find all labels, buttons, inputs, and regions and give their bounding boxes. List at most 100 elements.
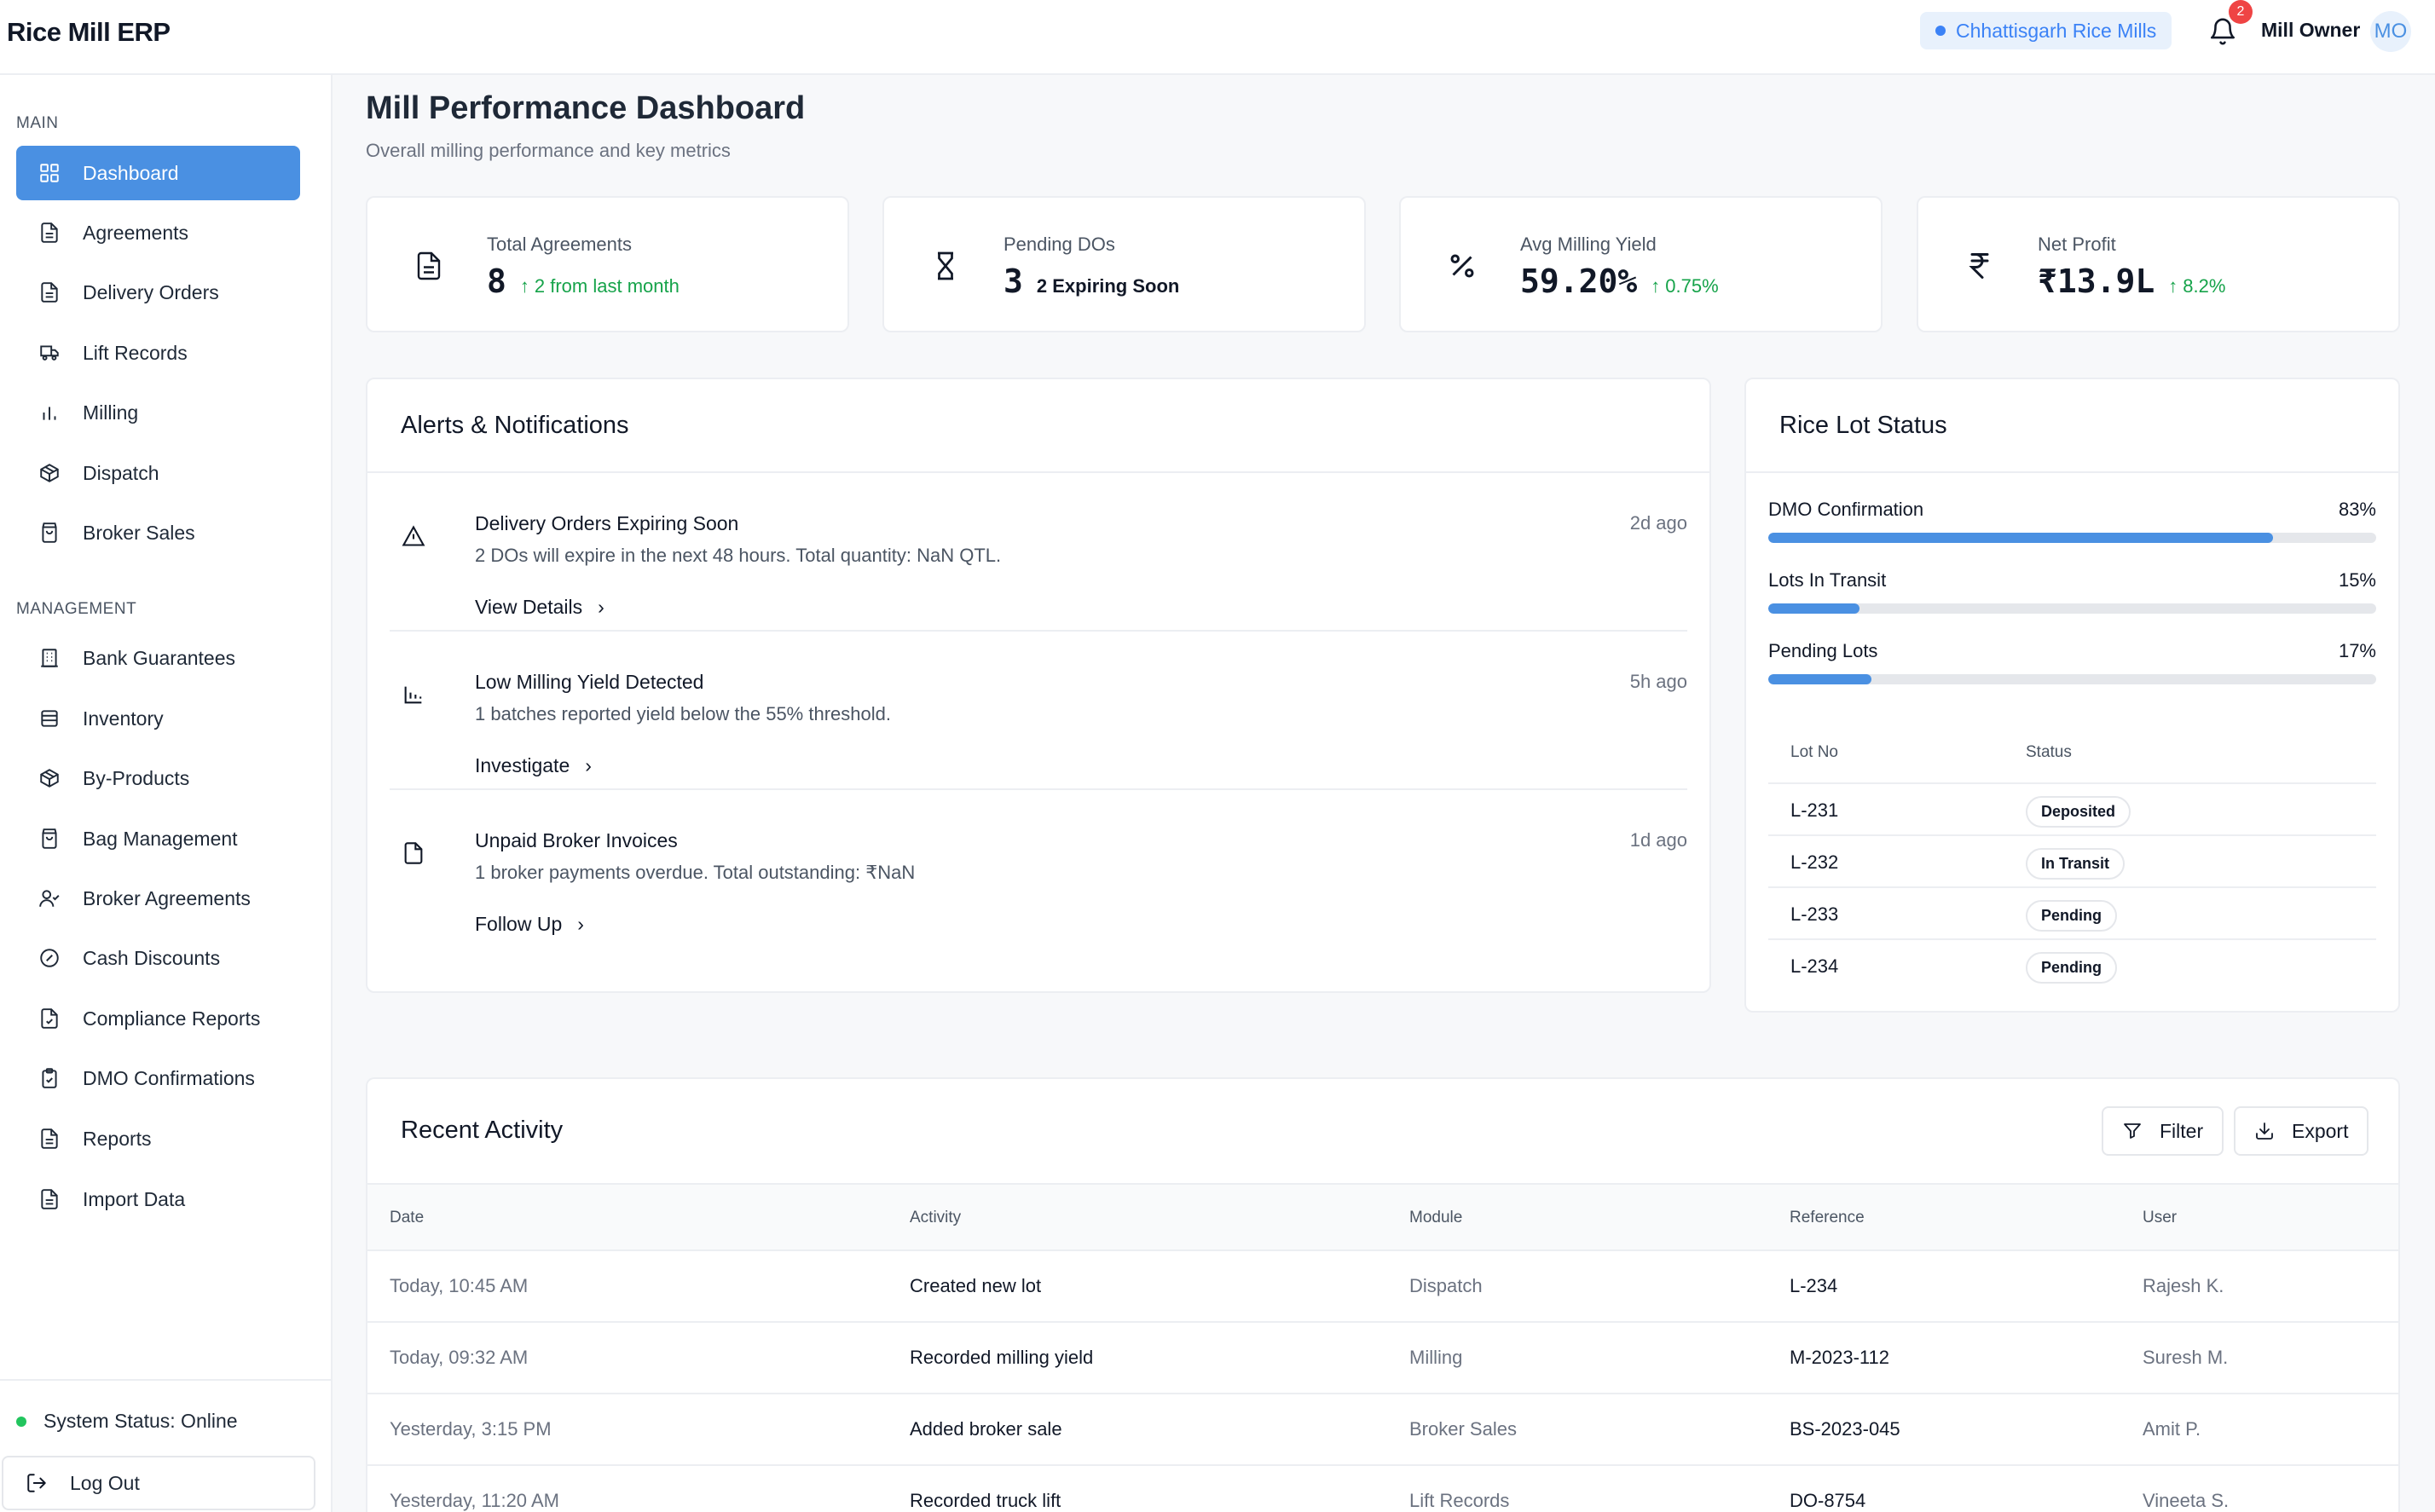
- stat-change-text: 8.2%: [2183, 275, 2226, 297]
- stat-card-total-agreements: Total Agreements 8 ↑ 2 from last month: [366, 196, 849, 332]
- download-icon: [2256, 1122, 2273, 1140]
- cell-user: Suresh M.: [2143, 1347, 2229, 1368]
- follow-up-link[interactable]: Follow Up ›: [475, 913, 584, 936]
- sidebar-item-label: Reports: [83, 1127, 152, 1150]
- activity-table-header: Date Activity Module Reference User: [367, 1183, 2398, 1251]
- column-header: User: [2143, 1209, 2178, 1226]
- mill-indicator-dot: [1935, 26, 1946, 36]
- lot-table-header: Lot No Status: [1768, 719, 2376, 784]
- sidebar-item-bank-guarantees[interactable]: Bank Guarantees: [16, 631, 300, 685]
- stat-value: 3: [1003, 263, 1023, 300]
- sidebar-item-label: Dispatch: [83, 461, 159, 484]
- sidebar-item-label: Broker Sales: [83, 521, 195, 544]
- sidebar-item-by-products[interactable]: By-Products: [16, 751, 300, 805]
- progress-percent: 83%: [2338, 499, 2376, 520]
- filter-icon: [2124, 1123, 2141, 1139]
- arrow-up-icon: ↑: [1651, 275, 1661, 297]
- mill-selector[interactable]: Chhattisgarh Rice Mills: [1920, 12, 2172, 49]
- arrow-up-icon: ↑: [519, 275, 529, 297]
- cell-activity: Created new lot: [910, 1275, 1042, 1296]
- sidebar-item-compliance-reports[interactable]: Compliance Reports: [16, 991, 300, 1046]
- shopping-bag-icon: [42, 828, 57, 849]
- progress-percent: 17%: [2338, 640, 2376, 661]
- alert-action-label: View Details: [475, 596, 583, 618]
- cell-module: Broker Sales: [1409, 1418, 1517, 1440]
- logout-button[interactable]: Log Out: [2, 1456, 315, 1510]
- cell-activity: Recorded milling yield: [910, 1347, 1094, 1368]
- export-button[interactable]: Export: [2234, 1106, 2369, 1156]
- table-row[interactable]: L-232 In Transit: [1768, 836, 2376, 888]
- alert-action-label: Follow Up: [475, 913, 563, 935]
- chevron-right-icon: ›: [598, 596, 604, 618]
- status-badge: Deposited: [2026, 796, 2131, 828]
- sidebar-item-label: Delivery Orders: [83, 280, 219, 303]
- sidebar-item-label: Milling: [83, 401, 139, 424]
- lot-number: L-233: [1790, 903, 1839, 925]
- chevron-right-icon: ›: [585, 754, 592, 776]
- sidebar-item-dispatch[interactable]: Dispatch: [16, 446, 300, 500]
- view-details-link[interactable]: View Details ›: [475, 596, 604, 619]
- user-name[interactable]: Mill Owner: [2261, 19, 2361, 41]
- sidebar-item-dashboard[interactable]: Dashboard: [16, 146, 300, 200]
- warning-icon: [402, 525, 425, 546]
- file-check-icon: [41, 1008, 58, 1029]
- stat-value: 59.20%: [1520, 263, 1638, 300]
- app-brand[interactable]: Rice Mill ERP: [7, 17, 171, 47]
- top-bar: Rice Mill ERP Chhattisgarh Rice Mills 2 …: [0, 0, 2435, 75]
- table-row[interactable]: L-231 Deposited: [1768, 784, 2376, 836]
- sidebar-item-dmo-confirmations[interactable]: DMO Confirmations: [16, 1051, 300, 1105]
- bar-chart-icon: [404, 686, 422, 704]
- filter-button[interactable]: Filter: [2102, 1106, 2224, 1156]
- sidebar-item-milling[interactable]: Milling: [16, 385, 300, 440]
- bell-icon[interactable]: [2208, 17, 2237, 46]
- cell-user: Rajesh K.: [2143, 1275, 2224, 1296]
- sidebar-divider: [0, 1379, 333, 1381]
- status-online-dot: [16, 1416, 26, 1427]
- sidebar-item-delivery-orders[interactable]: Delivery Orders: [16, 265, 300, 320]
- user-check-icon: [39, 890, 60, 907]
- sidebar-item-broker-agreements[interactable]: Broker Agreements: [16, 871, 300, 926]
- rice-lot-status-card: Rice Lot Status DMO Confirmation 83% Lot…: [1744, 378, 2400, 1013]
- sidebar-item-label: Lift Records: [83, 341, 188, 364]
- sidebar-item-inventory[interactable]: Inventory: [16, 691, 300, 746]
- sidebar-item-lift-records[interactable]: Lift Records: [16, 326, 300, 380]
- recent-activity-title: Recent Activity: [401, 1117, 564, 1144]
- investigate-link[interactable]: Investigate ›: [475, 754, 592, 777]
- arrow-up-icon: ↑: [2168, 275, 2178, 297]
- sidebar-item-label: Import Data: [83, 1187, 186, 1210]
- shopping-bag-icon: [42, 522, 57, 543]
- table-row[interactable]: Today, 09:32 AM Recorded milling yield M…: [367, 1323, 2398, 1394]
- sidebar-item-agreements[interactable]: Agreements: [16, 205, 300, 260]
- progress-fill: [1768, 674, 1872, 684]
- sidebar-item-label: Inventory: [83, 707, 164, 730]
- alert-title: Unpaid Broker Invoices: [475, 829, 678, 851]
- avatar[interactable]: MO: [2370, 11, 2411, 52]
- column-header: Status: [2026, 743, 2072, 761]
- bar-chart-icon: [43, 407, 56, 420]
- sidebar-item-label: Dashboard: [83, 161, 179, 184]
- sidebar-item-import-data[interactable]: Import Data: [16, 1172, 300, 1226]
- hourglass-icon: [938, 251, 953, 280]
- sidebar-item-bag-management[interactable]: Bag Management: [16, 811, 300, 866]
- sidebar-item-broker-sales[interactable]: Broker Sales: [16, 505, 300, 560]
- cell-reference: DO-8754: [1790, 1490, 1866, 1511]
- recent-activity-card: Recent Activity Filter Export Date Activ…: [366, 1077, 2400, 1512]
- alert-item-expiring-dos: Delivery Orders Expiring Soon 2 DOs will…: [390, 473, 1687, 632]
- stat-change: ↑ 2 from last month: [520, 275, 680, 297]
- sidebar: MAIN Dashboard Agreements Delivery Order…: [0, 75, 333, 1512]
- alert-title: Low Milling Yield Detected: [475, 671, 704, 693]
- system-status: System Status: Online: [16, 1410, 238, 1433]
- table-row[interactable]: L-234 Pending: [1768, 940, 2376, 992]
- lot-number: L-231: [1790, 799, 1839, 821]
- grid-icon: [40, 164, 59, 182]
- stat-card-pending-dos: Pending DOs 3 2 Expiring Soon: [882, 196, 1366, 332]
- sidebar-item-cash-discounts[interactable]: Cash Discounts: [16, 931, 300, 985]
- table-row[interactable]: L-233 Pending: [1768, 888, 2376, 940]
- table-row[interactable]: Yesterday, 3:15 PM Added broker sale Bro…: [367, 1394, 2398, 1466]
- sidebar-item-reports[interactable]: Reports: [16, 1111, 300, 1166]
- table-row[interactable]: Yesterday, 11:20 AM Recorded truck lift …: [367, 1466, 2398, 1512]
- cell-date: Today, 10:45 AM: [390, 1275, 529, 1296]
- cell-user: Vineeta S.: [2143, 1490, 2230, 1511]
- page-title: Mill Performance Dashboard: [366, 90, 806, 126]
- table-row[interactable]: Today, 10:45 AM Created new lot Dispatch…: [367, 1251, 2398, 1323]
